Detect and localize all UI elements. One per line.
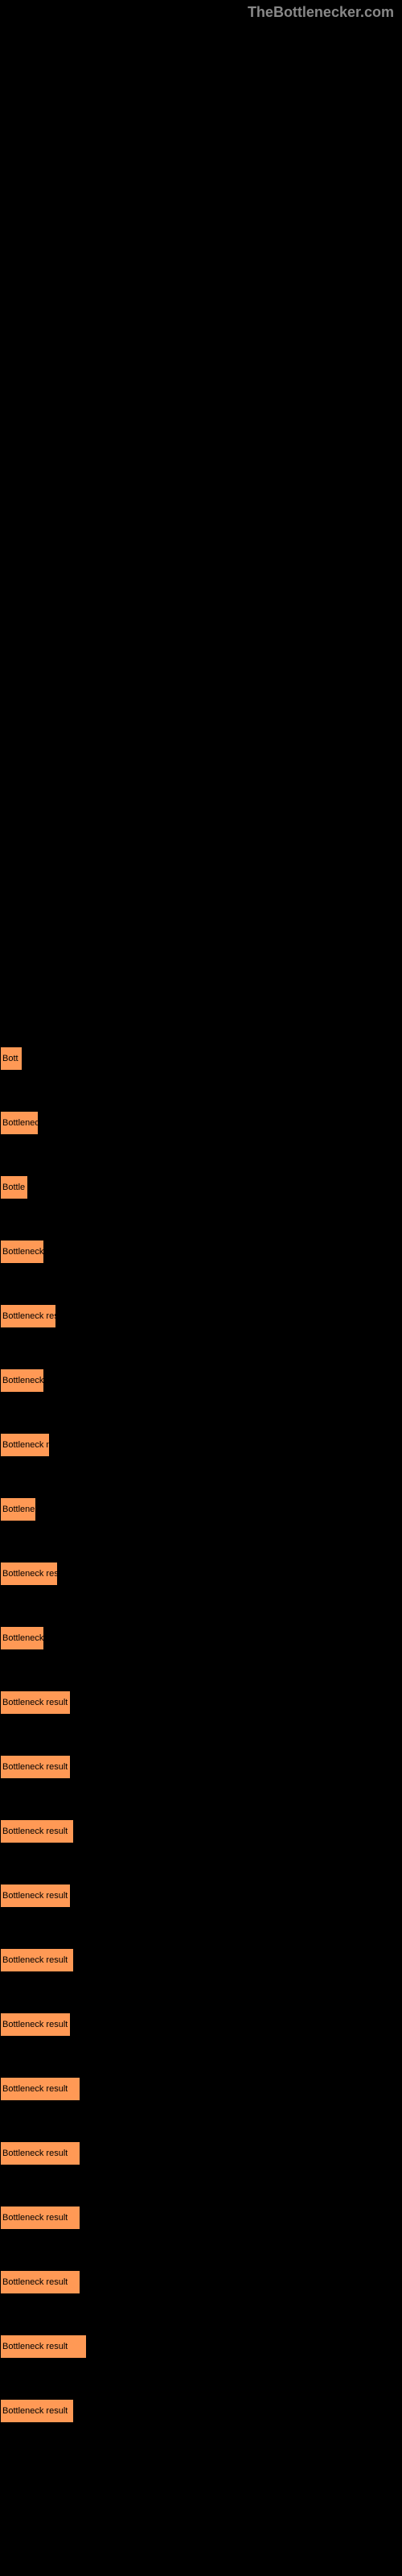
chart-bar: Bottleneck result <box>0 2013 71 2037</box>
bar-label: Bottleneck result <box>2 2020 68 2029</box>
bar-row: Bottleneck <box>0 1626 402 1650</box>
bar-row: Bottleneck result <box>0 1690 402 1715</box>
chart-bar: Bottleneck <box>0 1368 44 1393</box>
bar-row: Bottleneck <box>0 1240 402 1264</box>
bar-row: Bottleneck <box>0 1368 402 1393</box>
bar-label: Bott <box>2 1054 18 1063</box>
bar-label: Bottleneck result <box>2 2277 68 2287</box>
bar-label: Bottleneck result <box>2 1762 68 1772</box>
bar-label: Bottleneck <box>2 1376 43 1385</box>
bar-row: Bottle <box>0 1175 402 1199</box>
chart-bar: Bottleneck result <box>0 2270 80 2294</box>
bar-label: Bottleneck n <box>2 1440 49 1450</box>
bar-row: Bottleneck result <box>0 1755 402 1779</box>
bar-label: Bottleneck <box>2 1247 43 1257</box>
bar-row: Bottleneck result <box>0 1884 402 1908</box>
chart-bar: Bottleneck result <box>0 1948 74 1972</box>
bar-label: Bottleneck result <box>2 1891 68 1901</box>
chart-bar: Bottleneck res <box>0 1304 56 1328</box>
bar-label: Bottleneck result <box>2 2342 68 2351</box>
bar-label: Bottleneck result <box>2 1827 68 1836</box>
bar-row: Bott <box>0 1046 402 1071</box>
bar-row: Bottleneck res <box>0 1562 402 1586</box>
chart-bar: Bottleneck result <box>0 1755 71 1779</box>
bar-row: Bottleneck res <box>0 1304 402 1328</box>
bar-chart: Bott Bottlened Bottle Bottleneck Bottleneck … <box>0 0 402 2423</box>
bar-row: Bottlene <box>0 1497 402 1521</box>
bar-row: Bottleneck result <box>0 2013 402 2037</box>
bar-row: Bottleneck result <box>0 2270 402 2294</box>
bar-label: Bottleneck result <box>2 2213 68 2223</box>
bar-label: Bottlene <box>2 1505 35 1514</box>
chart-bar: Bottlened <box>0 1111 39 1135</box>
bar-row: Bottleneck result <box>0 2334 402 2359</box>
chart-bar: Bottleneck res <box>0 1562 58 1586</box>
chart-bar: Bottleneck result <box>0 2141 80 2165</box>
bar-label: Bottleneck result <box>2 2084 68 2094</box>
bar-row: Bottleneck result <box>0 2206 402 2230</box>
bar-label: Bottlened <box>2 1118 38 1128</box>
bar-label: Bottle <box>2 1183 25 1192</box>
chart-bar: Bottleneck n <box>0 1433 50 1457</box>
chart-bar: Bottleneck result <box>0 1884 71 1908</box>
watermark-text: TheBottlenecker.com <box>248 4 394 21</box>
bar-row: Bottlened <box>0 1111 402 1135</box>
bar-label: Bottleneck result <box>2 1955 68 1965</box>
bar-row: Bottleneck n <box>0 1433 402 1457</box>
bar-row: Bottleneck result <box>0 1948 402 1972</box>
chart-bar: Bottleneck <box>0 1240 44 1264</box>
bar-label: Bottleneck res <box>2 1311 55 1321</box>
bar-label: Bottleneck res <box>2 1569 57 1579</box>
chart-bar: Bottlene <box>0 1497 36 1521</box>
bar-row: Bottleneck result <box>0 2141 402 2165</box>
bar-label: Bottleneck result <box>2 2149 68 2158</box>
chart-bar: Bottleneck result <box>0 2206 80 2230</box>
chart-bar: Bottleneck result <box>0 1819 74 1843</box>
bar-label: Bottleneck <box>2 1633 43 1643</box>
chart-bar: Bottleneck <box>0 1626 44 1650</box>
bar-row: Bottleneck result <box>0 2399 402 2423</box>
chart-bar: Bottle <box>0 1175 28 1199</box>
bar-row: Bottleneck result <box>0 2077 402 2101</box>
chart-bar: Bottleneck result <box>0 2399 74 2423</box>
bar-row: Bottleneck result <box>0 1819 402 1843</box>
bar-label: Bottleneck result <box>2 2406 68 2416</box>
bar-label: Bottleneck result <box>2 1698 68 1707</box>
chart-bar: Bottleneck result <box>0 1690 71 1715</box>
chart-bar: Bottleneck result <box>0 2334 87 2359</box>
chart-bar: Bottleneck result <box>0 2077 80 2101</box>
chart-bar: Bott <box>0 1046 23 1071</box>
